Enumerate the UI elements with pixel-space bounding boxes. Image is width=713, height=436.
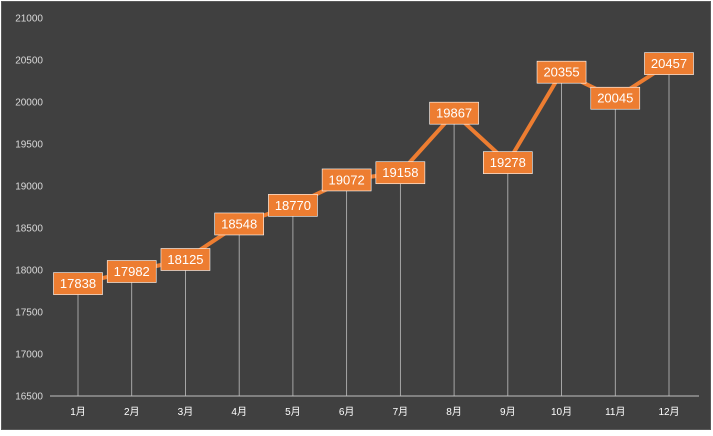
data-label: 17982 xyxy=(106,260,157,283)
y-axis-ticks: 16500 17000 17500 18000 18500 19000 19500 20000… xyxy=(15,14,43,403)
data-label: 19158 xyxy=(375,161,426,185)
y-tick-label: 17500 xyxy=(15,308,43,319)
y-tick-label: 19000 xyxy=(15,182,43,193)
data-label-box xyxy=(429,101,479,125)
data-label-text: 20355 xyxy=(543,65,579,80)
x-tick-label: 12月 xyxy=(658,406,679,418)
data-label-box xyxy=(375,161,426,185)
data-label-text: 18125 xyxy=(167,252,203,267)
x-axis-ticks: 1月 2月 3月 4月 5月 6月 7月 8月 9月 10月 11月 12月 xyxy=(70,406,679,418)
x-tick-label: 11月 xyxy=(605,406,625,418)
x-tick-label: 6月 xyxy=(339,406,355,418)
data-label-text: 18548 xyxy=(221,216,257,231)
data-label: 17838 xyxy=(53,272,103,295)
drop-lines xyxy=(77,63,670,396)
y-tick-label: 19500 xyxy=(15,140,43,151)
y-tick-label: 20000 xyxy=(15,98,43,109)
data-label: 19867 xyxy=(429,101,479,125)
x-tick-label: 8月 xyxy=(446,406,462,418)
x-tick-label: 4月 xyxy=(231,406,247,418)
y-tick-label: 18000 xyxy=(15,266,43,277)
data-label: 18125 xyxy=(160,248,211,271)
chart-area: 16500 17000 17500 18000 18500 19000 19500 20000… xyxy=(1,1,711,430)
data-label: 18770 xyxy=(268,194,318,217)
data-label-text: 20457 xyxy=(651,56,687,71)
x-tick-label: 3月 xyxy=(178,406,194,418)
data-label: 20355 xyxy=(536,60,587,84)
y-tick-label: 17000 xyxy=(15,350,43,361)
data-label: 18548 xyxy=(214,212,264,236)
data-label: 20045 xyxy=(590,86,641,110)
x-tick-label: 1月 xyxy=(70,406,86,418)
data-label-box xyxy=(644,52,694,75)
data-label: 19278 xyxy=(483,151,533,174)
y-tick-label: 20500 xyxy=(15,56,43,67)
data-label: 19072 xyxy=(321,168,372,192)
x-tick-label: 10月 xyxy=(551,406,572,418)
x-tick-label: 2月 xyxy=(124,406,140,418)
data-label-text: 17838 xyxy=(60,276,96,291)
data-label: 20457 xyxy=(644,52,694,75)
data-label-box xyxy=(536,60,587,84)
data-label-box xyxy=(590,86,641,110)
data-label-box xyxy=(483,151,533,174)
data-label-text: 19072 xyxy=(329,172,365,187)
data-label-text: 19867 xyxy=(436,106,472,121)
data-label-box xyxy=(53,272,103,295)
data-label-text: 17982 xyxy=(114,264,150,279)
data-label-text: 19278 xyxy=(490,155,526,170)
x-tick-label: 9月 xyxy=(500,406,516,418)
line-chart: 16500 17000 17500 18000 18500 19000 19500 20000… xyxy=(15,14,699,418)
y-tick-label: 21000 xyxy=(15,14,43,25)
data-label-text: 18770 xyxy=(275,198,311,213)
y-tick-label: 18500 xyxy=(15,224,43,235)
data-label-text: 19158 xyxy=(382,165,418,180)
data-label-box xyxy=(160,248,211,271)
data-label-box xyxy=(214,212,264,236)
y-tick-label: 16500 xyxy=(15,392,43,403)
x-tick-label: 5月 xyxy=(285,406,301,418)
data-label-box xyxy=(321,168,372,192)
data-label-box xyxy=(106,260,157,283)
data-labels: 17838 17982 18125 18548 18770 19072 19158 19867… xyxy=(53,52,694,295)
data-label-box xyxy=(268,194,318,217)
x-tick-label: 7月 xyxy=(393,406,409,418)
data-label-text: 20045 xyxy=(597,91,633,106)
